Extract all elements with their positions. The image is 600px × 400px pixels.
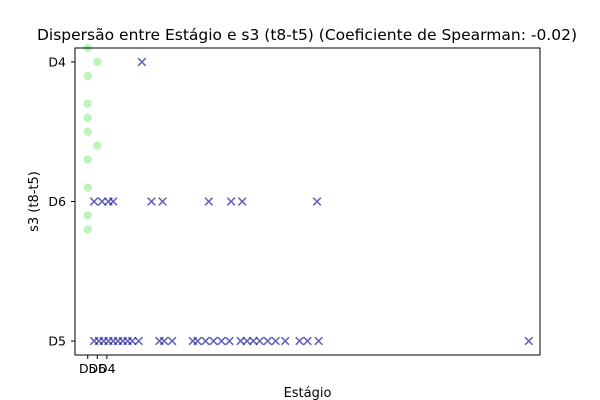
data-point: [193, 336, 202, 346]
data-point: [83, 71, 92, 81]
data-point: [108, 197, 118, 206]
data-point: [303, 336, 312, 346]
data-point: [159, 336, 169, 346]
data-point: [93, 57, 102, 67]
data-point: [204, 197, 214, 206]
x-tick-label: D4: [98, 361, 116, 376]
data-point: [97, 197, 107, 206]
data-point: [83, 183, 92, 192]
x-axis-label: Estágio: [284, 386, 332, 400]
data-point: [263, 336, 273, 346]
data-point: [93, 141, 102, 150]
y-axis: D5 D6 D4: [48, 54, 75, 349]
data-point: [255, 336, 265, 346]
data-point: [271, 336, 281, 346]
data-point: [127, 336, 137, 346]
data-point: [237, 197, 247, 206]
data-point: [226, 197, 236, 206]
data-point: [225, 336, 234, 346]
y-tick-label: D4: [48, 54, 66, 69]
data-point: [295, 336, 304, 346]
data-point: [167, 336, 177, 346]
data-point: [83, 155, 92, 164]
y-tick-label: D5: [48, 334, 66, 349]
x-tick-label: D6: [89, 361, 107, 376]
data-point: [248, 336, 258, 346]
x-tick-label: D5: [79, 361, 97, 376]
data-point: [280, 336, 290, 346]
data-point: [524, 336, 534, 346]
data-point: [89, 197, 99, 206]
data-point: [242, 336, 252, 346]
data-point: [137, 57, 147, 67]
y-axis-label: s3 (t8-t5): [27, 171, 42, 232]
data-point: [83, 113, 92, 122]
data-point: [147, 197, 156, 206]
y-tick-label: D6: [48, 194, 66, 209]
data-point: [236, 336, 245, 346]
data-point: [83, 225, 92, 234]
chart-title: Dispersão entre Estágio e s3 (t8-t5) (Co…: [37, 26, 577, 44]
data-point: [134, 336, 144, 346]
data-point: [201, 336, 210, 346]
data-point: [83, 127, 92, 136]
data-point: [83, 99, 92, 109]
data-marks: [83, 43, 534, 346]
data-point: [209, 336, 218, 346]
data-point: [83, 211, 92, 220]
data-point: [217, 336, 226, 346]
data-point: [312, 197, 322, 206]
data-point: [158, 197, 167, 206]
data-point: [314, 336, 324, 346]
